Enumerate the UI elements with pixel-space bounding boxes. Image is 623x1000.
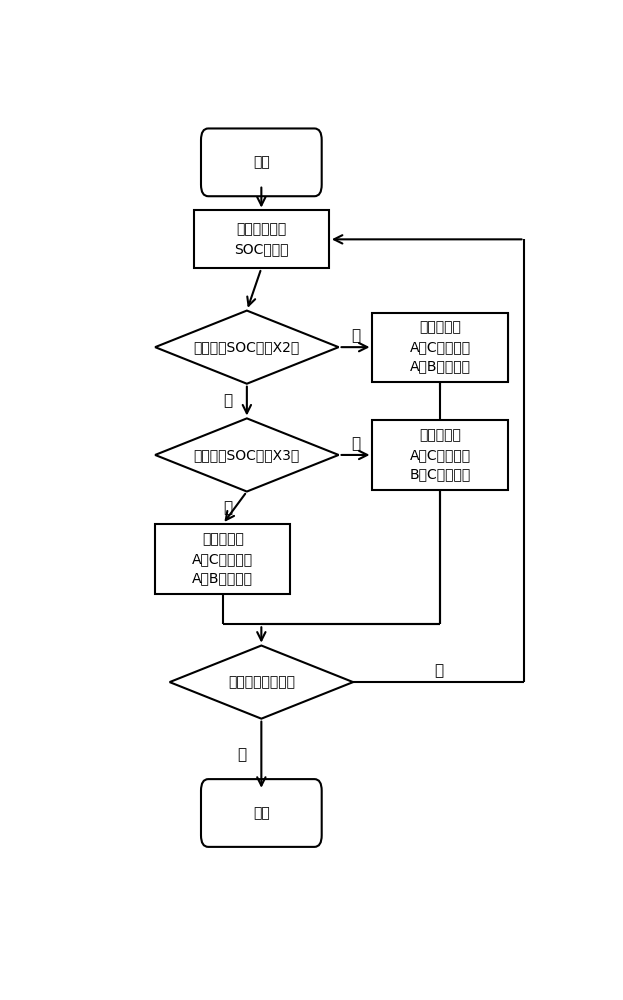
Text: 开始: 开始	[253, 155, 270, 169]
Text: 是: 是	[351, 328, 360, 343]
Text: 否: 否	[223, 394, 232, 409]
Polygon shape	[155, 311, 339, 384]
Bar	[155, 524, 290, 594]
Text: 是: 是	[351, 436, 360, 451]
Text: 储能单元SOC小于X2？: 储能单元SOC小于X2？	[194, 340, 300, 354]
FancyBboxPatch shape	[201, 779, 321, 847]
Text: 结束: 结束	[253, 806, 270, 820]
Text: 断电切换器
A、C端口断开
B、C端口接通: 断电切换器 A、C端口断开 B、C端口接通	[409, 428, 470, 481]
Bar	[194, 210, 329, 268]
Text: 否: 否	[237, 747, 247, 762]
Text: 否: 否	[223, 500, 232, 515]
Polygon shape	[169, 646, 353, 719]
Text: 检测储能单元
SOC等参数: 检测储能单元 SOC等参数	[234, 223, 288, 256]
Bar	[373, 420, 508, 490]
Text: 断电切换器
A、C端口接通
A、B端口断开: 断电切换器 A、C端口接通 A、B端口断开	[192, 532, 254, 585]
Text: 电网是否有电压？: 电网是否有电压？	[228, 675, 295, 689]
Text: 断电切换器
A、C端口接通
A、B端口接通: 断电切换器 A、C端口接通 A、B端口接通	[409, 321, 470, 374]
Polygon shape	[155, 418, 339, 492]
FancyBboxPatch shape	[201, 128, 321, 196]
Text: 是: 是	[434, 663, 444, 678]
Bar	[373, 313, 508, 382]
Text: 储能单元SOC大于X3？: 储能单元SOC大于X3？	[194, 448, 300, 462]
